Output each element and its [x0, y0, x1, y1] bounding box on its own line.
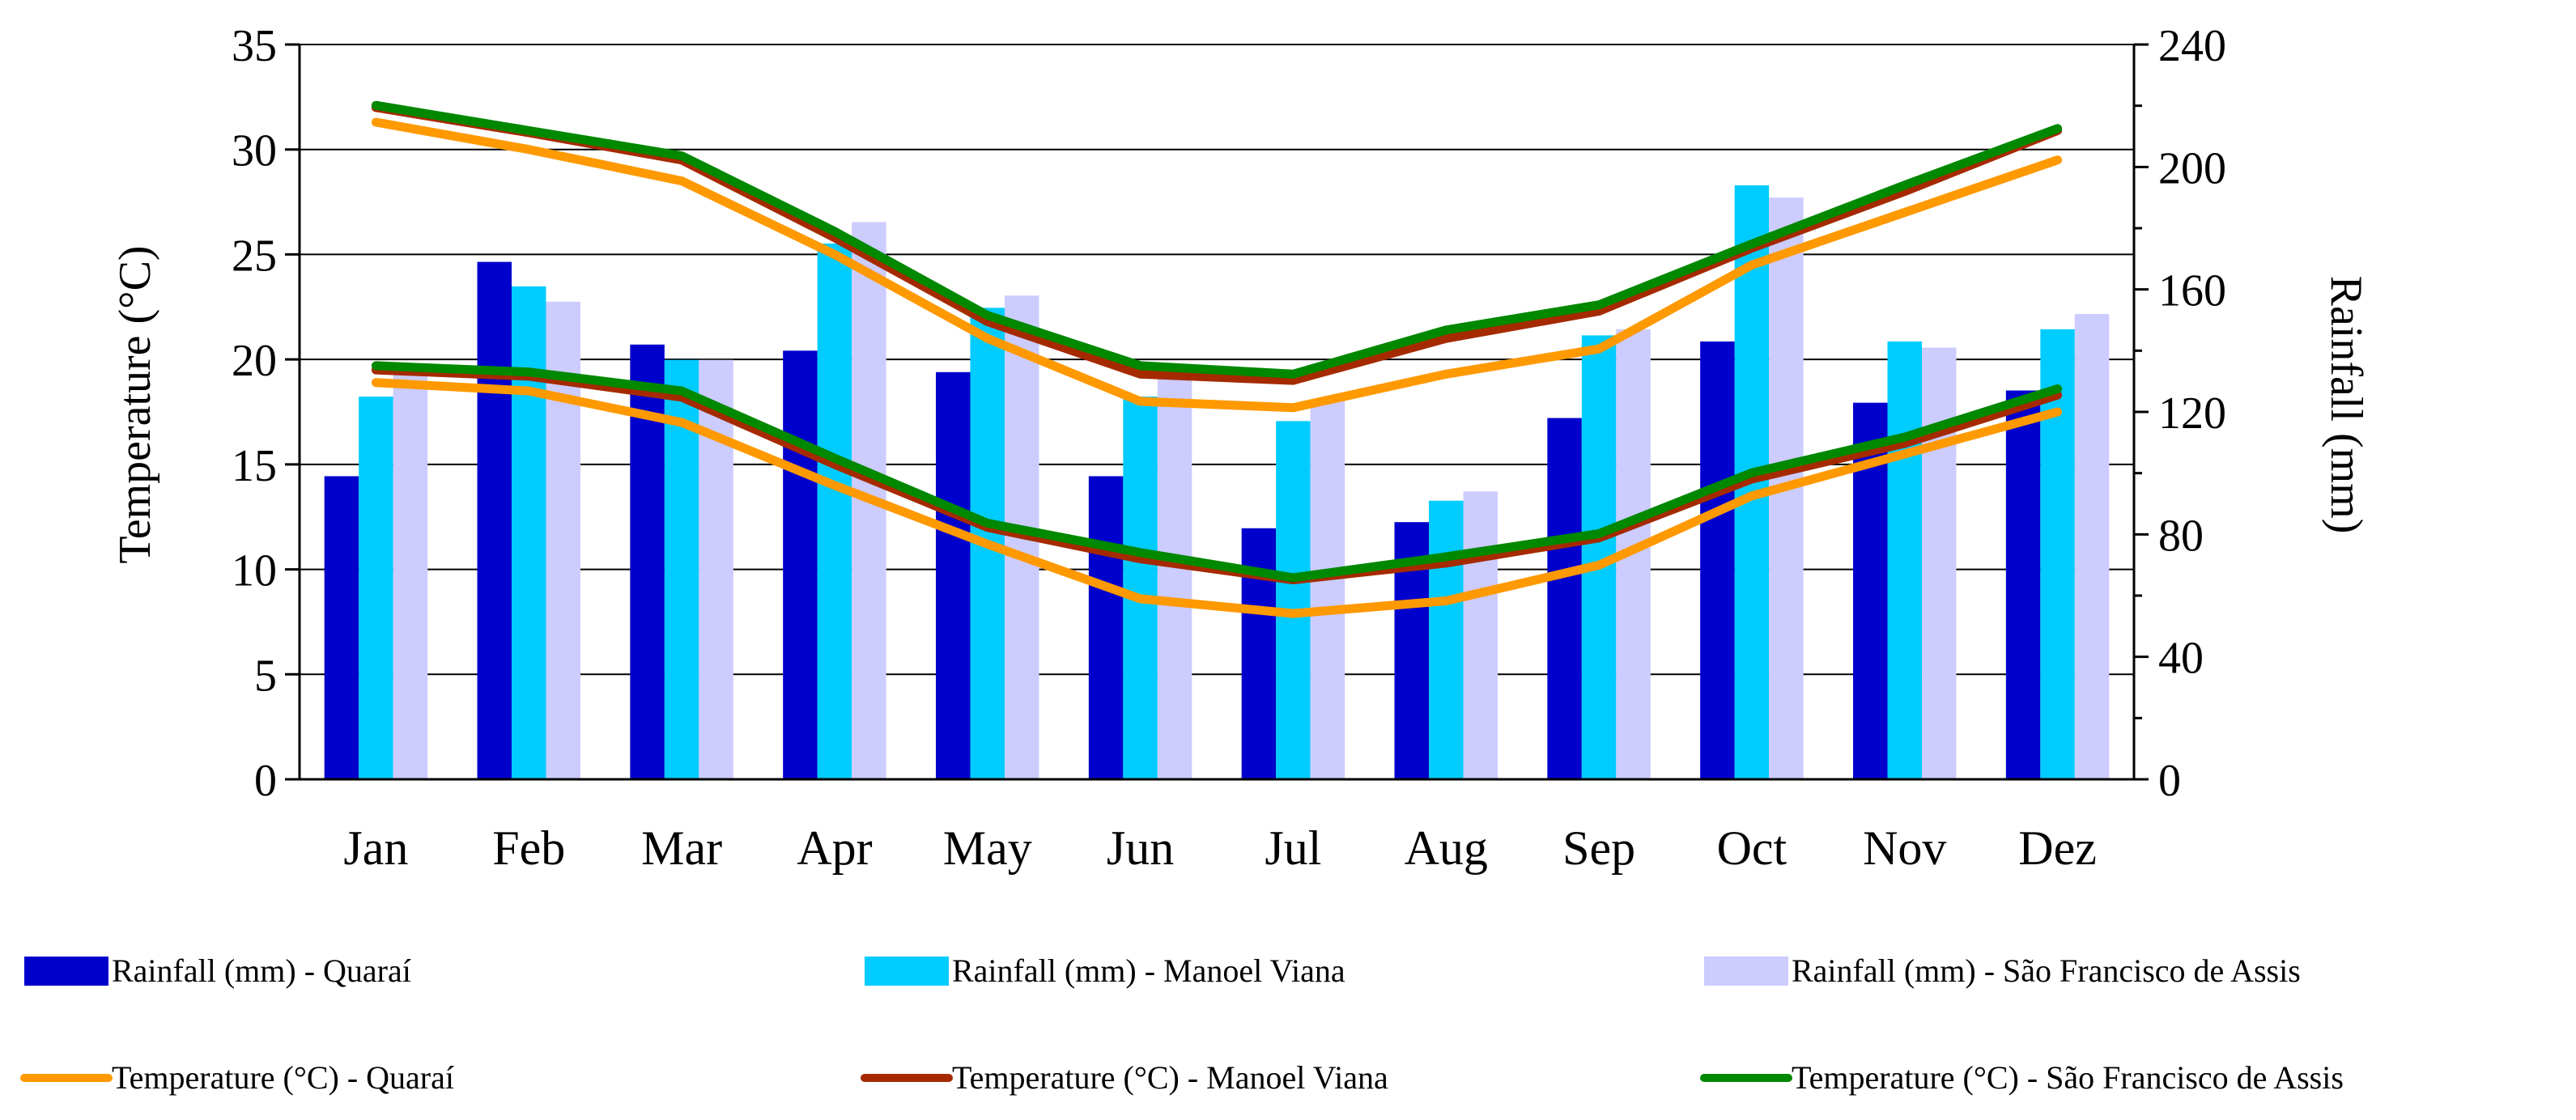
x-tick-label: Oct	[1717, 821, 1787, 875]
rainfall-bar	[1088, 476, 1124, 779]
rainfall-bar	[477, 261, 512, 779]
rainfall-bar	[393, 369, 428, 779]
rainfall-bar	[783, 350, 818, 779]
y-right-tick-label: 160	[2158, 266, 2226, 316]
rainfall-bar	[1276, 421, 1311, 779]
x-tick-label: Apr	[797, 821, 872, 875]
y-left-axis-label: Temperature (°C)	[110, 245, 160, 563]
rainfall-bar	[2005, 390, 2041, 779]
y-left-tick-label: 0	[254, 756, 277, 806]
x-tick-label: Jun	[1107, 821, 1174, 875]
x-tick-label: Aug	[1405, 821, 1488, 875]
legend-label: Rainfall (mm) - Quaraí	[112, 952, 411, 989]
legend-swatch-bar	[865, 957, 949, 986]
temperature-line	[371, 117, 2063, 413]
rainfall-bar	[1700, 341, 1735, 779]
y-right-axis-label: Rainfall (mm)	[2321, 276, 2371, 534]
rainfall-bar	[1310, 399, 1345, 779]
rainfall-bar	[1887, 341, 1922, 779]
y-right-tick-label: 40	[2158, 634, 2204, 684]
rainfall-bar	[699, 359, 733, 779]
x-tick-label: Jan	[343, 821, 408, 875]
x-tick-label: Dez	[2018, 821, 2097, 875]
rainfall-bar	[936, 371, 971, 779]
rainfall-bar	[359, 397, 393, 779]
axes: 0 5 10 15 20 25 30 35 0 40 80 120 160 200 240 Jan Feb Mar…	[232, 21, 2226, 875]
y-left-tick-label: 20	[232, 336, 277, 386]
y-right-tick-label: 80	[2158, 511, 2204, 561]
rainfall-bar	[817, 243, 852, 780]
rainfall-bar	[1123, 397, 1158, 779]
temperature-line	[371, 100, 2063, 379]
legend: Rainfall (mm) - Quaraí Rainfall (mm) - Ma…	[20, 952, 2344, 1096]
temperature-line	[371, 378, 2063, 618]
rainfall-bar	[512, 286, 546, 780]
y-right-tick-label: 0	[2158, 756, 2181, 806]
legend-label: Temperature (°C) - Quaraí	[112, 1059, 454, 1096]
legend-label: Rainfall (mm) - São Francisco de Assis	[1792, 952, 2301, 989]
x-tick-label: Sep	[1562, 821, 1635, 875]
x-tick-label: Nov	[1863, 821, 1946, 875]
y-left-tick-label: 10	[232, 546, 277, 596]
rainfall-bars	[324, 185, 2110, 780]
temperature-line	[371, 361, 2063, 583]
rainfall-bar	[1463, 491, 1498, 779]
legend-label: Rainfall (mm) - Manoel Viana	[952, 952, 1345, 989]
y-left-tick-label: 5	[254, 651, 277, 701]
temperature-lines	[371, 100, 2063, 618]
rainfall-bar	[324, 476, 359, 779]
y-right-tick-label: 200	[2158, 143, 2226, 193]
legend-swatch-bar	[1704, 957, 1788, 986]
rainfall-bar	[2040, 329, 2075, 780]
y-left-tick-label: 30	[232, 126, 277, 176]
rainfall-bar	[1547, 418, 1582, 779]
legend-label: Temperature (°C) - Manoel Viana	[952, 1059, 1388, 1096]
y-left-tick-label: 25	[232, 231, 277, 281]
y-right-tick-label: 240	[2158, 21, 2226, 71]
y-left-tick-label: 15	[232, 441, 277, 491]
x-tick-label: Jul	[1265, 821, 1321, 875]
rainfall-bar	[1429, 500, 1464, 779]
y-left-tick-label: 35	[232, 21, 277, 71]
x-tick-label: Feb	[492, 821, 565, 875]
legend-swatch-bar	[24, 957, 108, 986]
x-tick-label: May	[943, 821, 1032, 875]
x-tick-label: Mar	[641, 821, 722, 875]
rainfall-bar	[1921, 347, 1957, 779]
legend-label: Temperature (°C) - São Francisco de Assi…	[1792, 1059, 2344, 1096]
rainfall-bar	[1157, 378, 1192, 779]
y-right-tick-label: 120	[2158, 388, 2226, 439]
rainfall-bar	[2074, 313, 2110, 779]
